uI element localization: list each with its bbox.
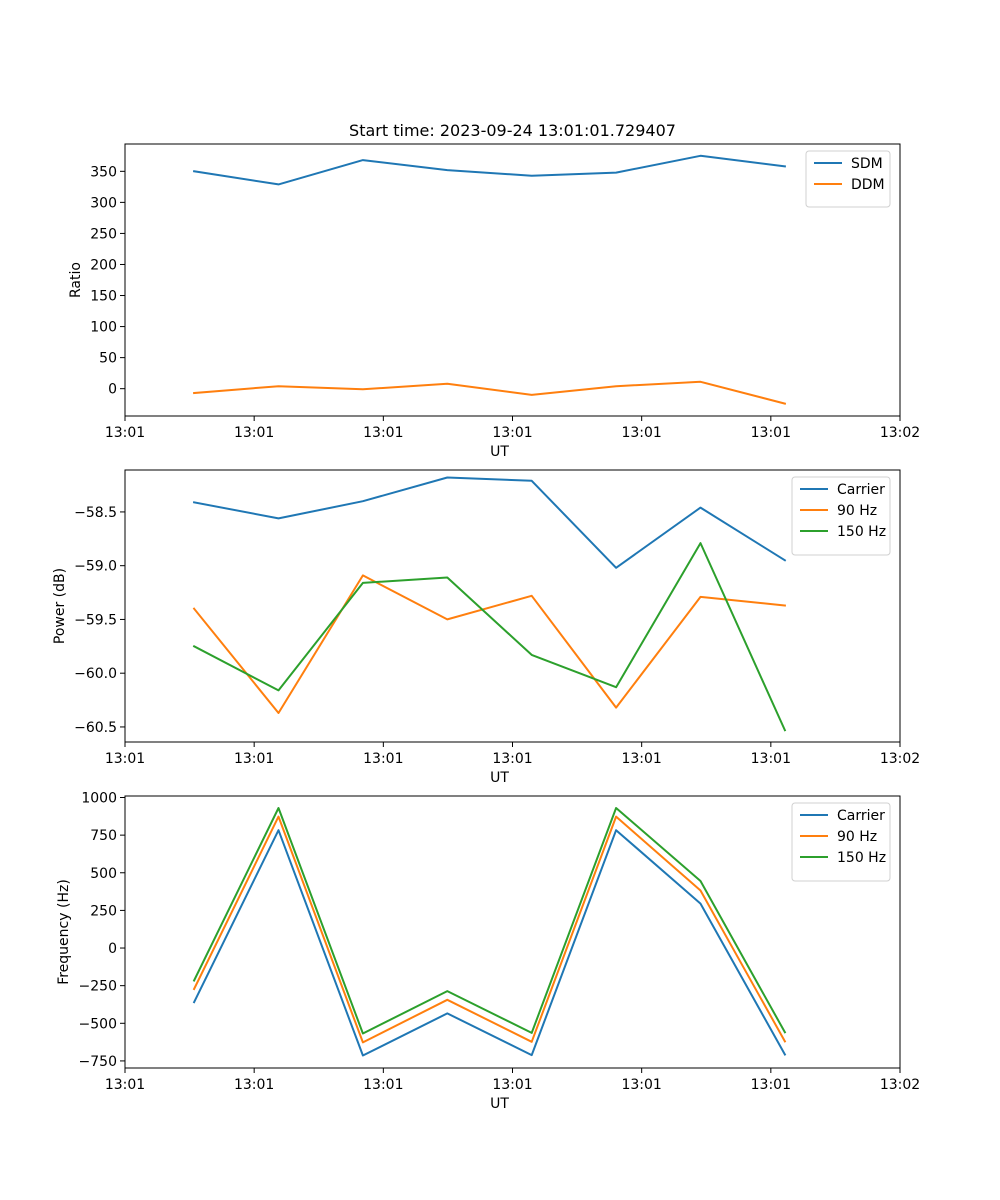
- series-line-sdm: [192, 154, 787, 186]
- legend-label-90-hz: 90 Hz: [837, 829, 877, 845]
- y-tick-label: −60.5: [74, 720, 117, 736]
- legend-label-carrier: Carrier: [837, 482, 885, 498]
- plot-frame: [124, 795, 901, 1069]
- x-tick-label: 13:01: [234, 1077, 274, 1093]
- x-tick-label: 13:01: [105, 751, 145, 767]
- y-tick-label: 150: [90, 289, 117, 305]
- x-tick-label: 13:01: [492, 425, 532, 441]
- power-panel: 13:01 13:01 13:01 13:01 13:01 13:01 13:02 UT −60…: [52, 469, 920, 786]
- x-tick-label: 13:01: [363, 425, 403, 441]
- y-tick-label: 200: [90, 257, 117, 273]
- series-line-carrier: [192, 476, 787, 569]
- x-tick-label: 13:01: [621, 1077, 661, 1093]
- x-tick-label: 13:02: [880, 751, 920, 767]
- ratio-panel: Start time: 2023-09-24 13:01:01.729407 13…: [68, 121, 920, 460]
- x-tick-label: 13:01: [751, 751, 791, 767]
- x-axis-label: UT: [490, 1096, 509, 1112]
- x-tick-label: 13:01: [234, 425, 274, 441]
- y-tick-label: 250: [90, 903, 117, 919]
- y-axis-label: Frequency (Hz): [56, 879, 72, 985]
- y-tick-label: −60.0: [74, 666, 117, 682]
- legend-box: [805, 150, 891, 208]
- plot-frame: [124, 143, 901, 417]
- y-tick-label: 300: [90, 195, 117, 211]
- y-axis-label: Ratio: [68, 262, 84, 298]
- x-tick-label: 13:01: [363, 1077, 403, 1093]
- x-tick-label: 13:01: [105, 425, 145, 441]
- x-tick-label: 13:01: [363, 751, 403, 767]
- legend-label-150-hz: 150 Hz: [837, 524, 886, 540]
- x-tick-label: 13:01: [492, 1077, 532, 1093]
- y-tick-label: 0: [108, 382, 117, 398]
- legend-label-150-hz: 150 Hz: [837, 850, 886, 866]
- x-tick-label: 13:01: [621, 751, 661, 767]
- legend-box: [791, 802, 891, 882]
- y-tick-label: −59.0: [74, 559, 117, 575]
- legend: Carrier 90 Hz 150 Hz: [791, 476, 891, 556]
- x-tick-label: 13:01: [234, 751, 274, 767]
- x-tick-label: 13:01: [751, 425, 791, 441]
- legend-box: [791, 476, 891, 556]
- x-tick-label: 13:01: [621, 425, 661, 441]
- y-tick-label: 0: [108, 941, 117, 957]
- x-tick-label: 13:01: [492, 751, 532, 767]
- y-axis-label: Power (dB): [52, 568, 68, 644]
- x-tick-label: 13:01: [751, 1077, 791, 1093]
- x-tick-label: 13:02: [880, 1077, 920, 1093]
- chart-title: Start time: 2023-09-24 13:01:01.729407: [349, 121, 676, 140]
- y-tick-label: 500: [90, 866, 117, 882]
- x-axis-label: UT: [490, 770, 509, 786]
- legend-label-carrier: Carrier: [837, 808, 885, 824]
- y-tick-label: 1000: [81, 791, 117, 807]
- y-tick-label: 100: [90, 320, 117, 336]
- x-tick-label: 13:02: [880, 425, 920, 441]
- legend-label-sdm: SDM: [851, 156, 883, 172]
- legend-label-ddm: DDM: [851, 177, 885, 193]
- x-axis-label: UT: [490, 444, 509, 460]
- y-tick-label: −59.5: [74, 612, 117, 628]
- y-tick-label: 350: [90, 164, 117, 180]
- x-tick-label: 13:01: [105, 1077, 145, 1093]
- y-tick-label: 750: [90, 828, 117, 844]
- legend: Carrier 90 Hz 150 Hz: [791, 802, 891, 882]
- y-tick-label: −250: [79, 979, 117, 995]
- series-line-150-hz: [192, 542, 787, 732]
- series-line-90-hz: [192, 574, 786, 714]
- y-tick-label: −58.5: [74, 505, 117, 521]
- y-tick-label: 50: [99, 351, 117, 367]
- y-tick-label: −750: [79, 1054, 117, 1070]
- series-line-150-hz: [192, 807, 787, 1035]
- y-tick-label: 250: [90, 226, 117, 242]
- series-line-carrier: [192, 829, 787, 1057]
- legend-label-90-hz: 90 Hz: [837, 503, 877, 519]
- legend: SDM DDM: [805, 150, 891, 208]
- series-line-90-hz: [192, 815, 787, 1044]
- y-tick-label: −500: [79, 1016, 117, 1032]
- series-line-ddm: [193, 380, 787, 405]
- frequency-panel: 13:01 13:01 13:01 13:01 13:01 13:01 13:02 UT −75…: [56, 791, 920, 1112]
